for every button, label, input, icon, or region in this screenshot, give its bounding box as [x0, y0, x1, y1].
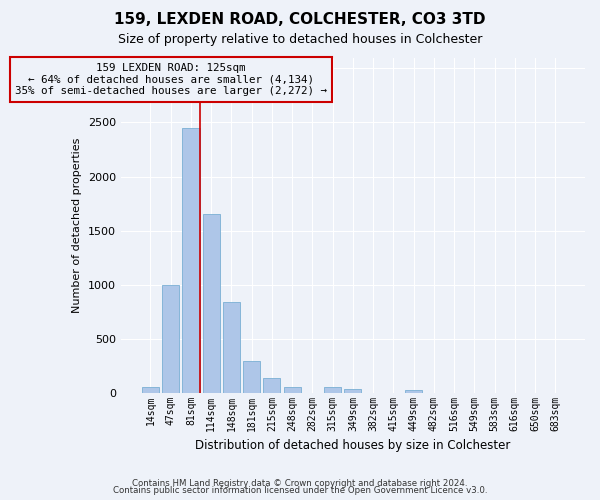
Text: 159, LEXDEN ROAD, COLCHESTER, CO3 3TD: 159, LEXDEN ROAD, COLCHESTER, CO3 3TD [114, 12, 486, 28]
Text: 159 LEXDEN ROAD: 125sqm
← 64% of detached houses are smaller (4,134)
35% of semi: 159 LEXDEN ROAD: 125sqm ← 64% of detache… [15, 63, 327, 96]
Text: Contains HM Land Registry data © Crown copyright and database right 2024.: Contains HM Land Registry data © Crown c… [132, 478, 468, 488]
Bar [223, 302, 240, 393]
Bar [182, 128, 200, 393]
Bar [324, 386, 341, 393]
Bar [405, 390, 422, 393]
Y-axis label: Number of detached properties: Number of detached properties [72, 138, 82, 313]
Bar [203, 214, 220, 393]
Text: Contains public sector information licensed under the Open Government Licence v3: Contains public sector information licen… [113, 486, 487, 495]
Bar [142, 386, 159, 393]
Bar [344, 390, 361, 393]
X-axis label: Distribution of detached houses by size in Colchester: Distribution of detached houses by size … [195, 440, 511, 452]
Bar [162, 285, 179, 393]
Bar [263, 378, 280, 393]
Text: Size of property relative to detached houses in Colchester: Size of property relative to detached ho… [118, 32, 482, 46]
Bar [243, 360, 260, 393]
Bar [284, 387, 301, 393]
